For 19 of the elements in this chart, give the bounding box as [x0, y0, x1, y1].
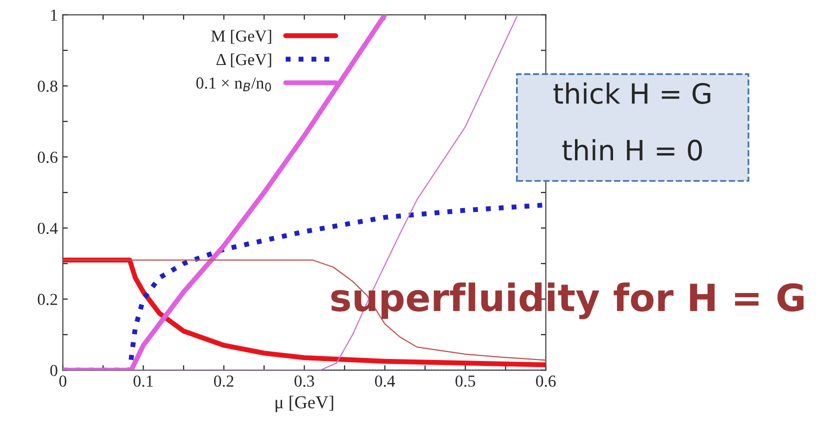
text: thin H = 0: [562, 139, 702, 161]
y-tick-label: 1: [51, 10, 57, 21]
x-tick-label: 0.6: [536, 376, 556, 387]
x-tick-label: 0.3: [294, 376, 314, 387]
y-tick-label: 0: [50, 364, 58, 376]
y-tick-label: 0.4: [38, 222, 58, 234]
y-tick-label: 0.8: [38, 80, 58, 92]
x-tick-label: 0.5: [456, 376, 476, 387]
legend-label: 0.1 × n$_{B}$/n$_{0}$: [196, 77, 271, 92]
legend-label: Δ [GeV]: [216, 53, 272, 68]
x-tick-label: 0.4: [375, 376, 395, 387]
x-tick-label: 0.1: [134, 376, 153, 387]
y-tick-label: 0.2: [38, 294, 58, 306]
y-tick-label: 0.6: [38, 152, 58, 163]
text: thick H = G: [554, 82, 710, 104]
x-tick-label: 0: [59, 376, 66, 387]
legend-label: M [GeV]: [211, 30, 272, 44]
x-tick-label: 0.2: [214, 376, 234, 387]
x-axis-title: μ [GeV]: [276, 396, 334, 412]
